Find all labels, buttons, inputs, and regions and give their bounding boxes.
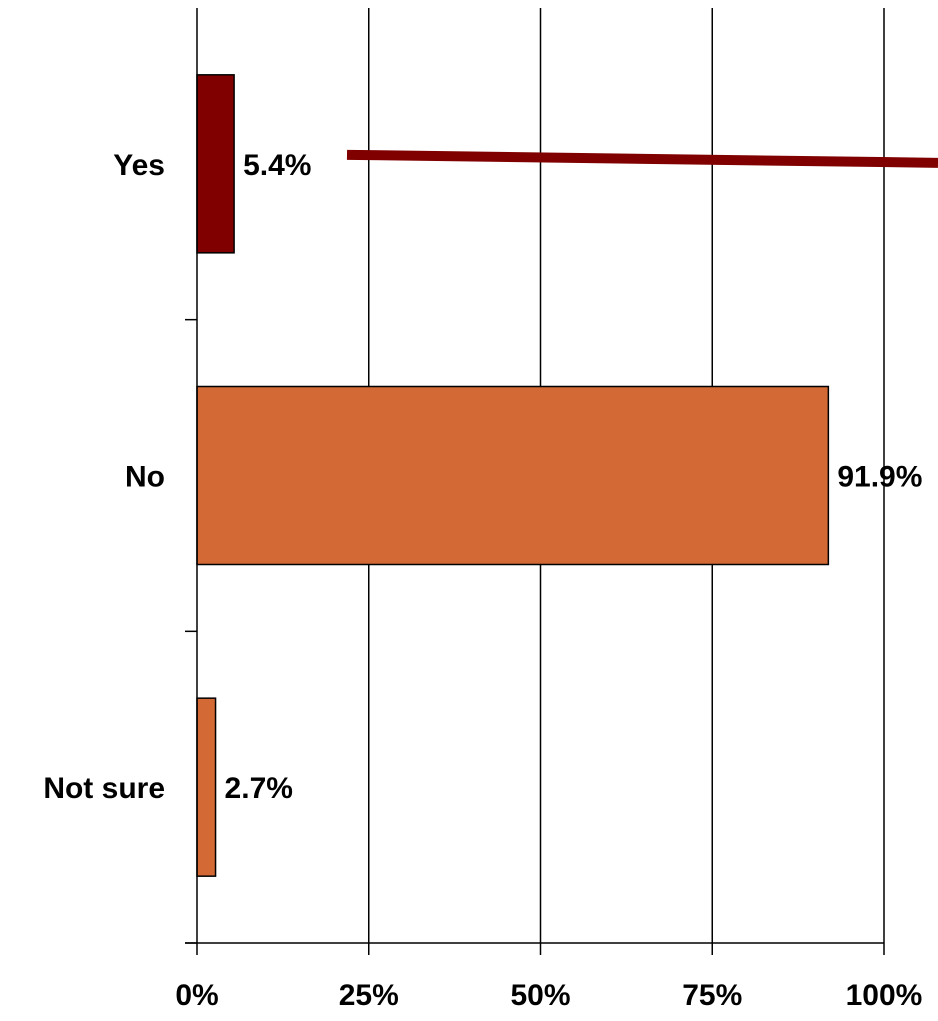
value-label-0: 5.4% [243, 149, 311, 182]
value-label-1: 91.9% [837, 461, 922, 494]
bar-no [196, 385, 830, 566]
x-tick-label-4: 100% [846, 979, 923, 1012]
labels-layer: 5.4% Yes 91.9% No 2.7% Not sure 0% 25% 50% 75% 100… [43, 149, 938, 1012]
bar-not-sure [196, 697, 217, 877]
x-tick-label-0: 0% [175, 979, 218, 1012]
highlight-line [346, 149, 938, 168]
x-tick-label-3: 75% [682, 979, 742, 1012]
axis-layer [185, 8, 885, 955]
value-label-2: 2.7% [225, 772, 293, 805]
category-label-0: Yes [113, 149, 165, 182]
x-tick-label-1: 25% [339, 979, 399, 1012]
bars-layer [196, 74, 830, 877]
category-label-2: Not sure [43, 772, 165, 805]
x-tick-label-2: 50% [510, 979, 570, 1012]
category-label-1: No [125, 461, 165, 494]
bar-yes [196, 74, 235, 254]
